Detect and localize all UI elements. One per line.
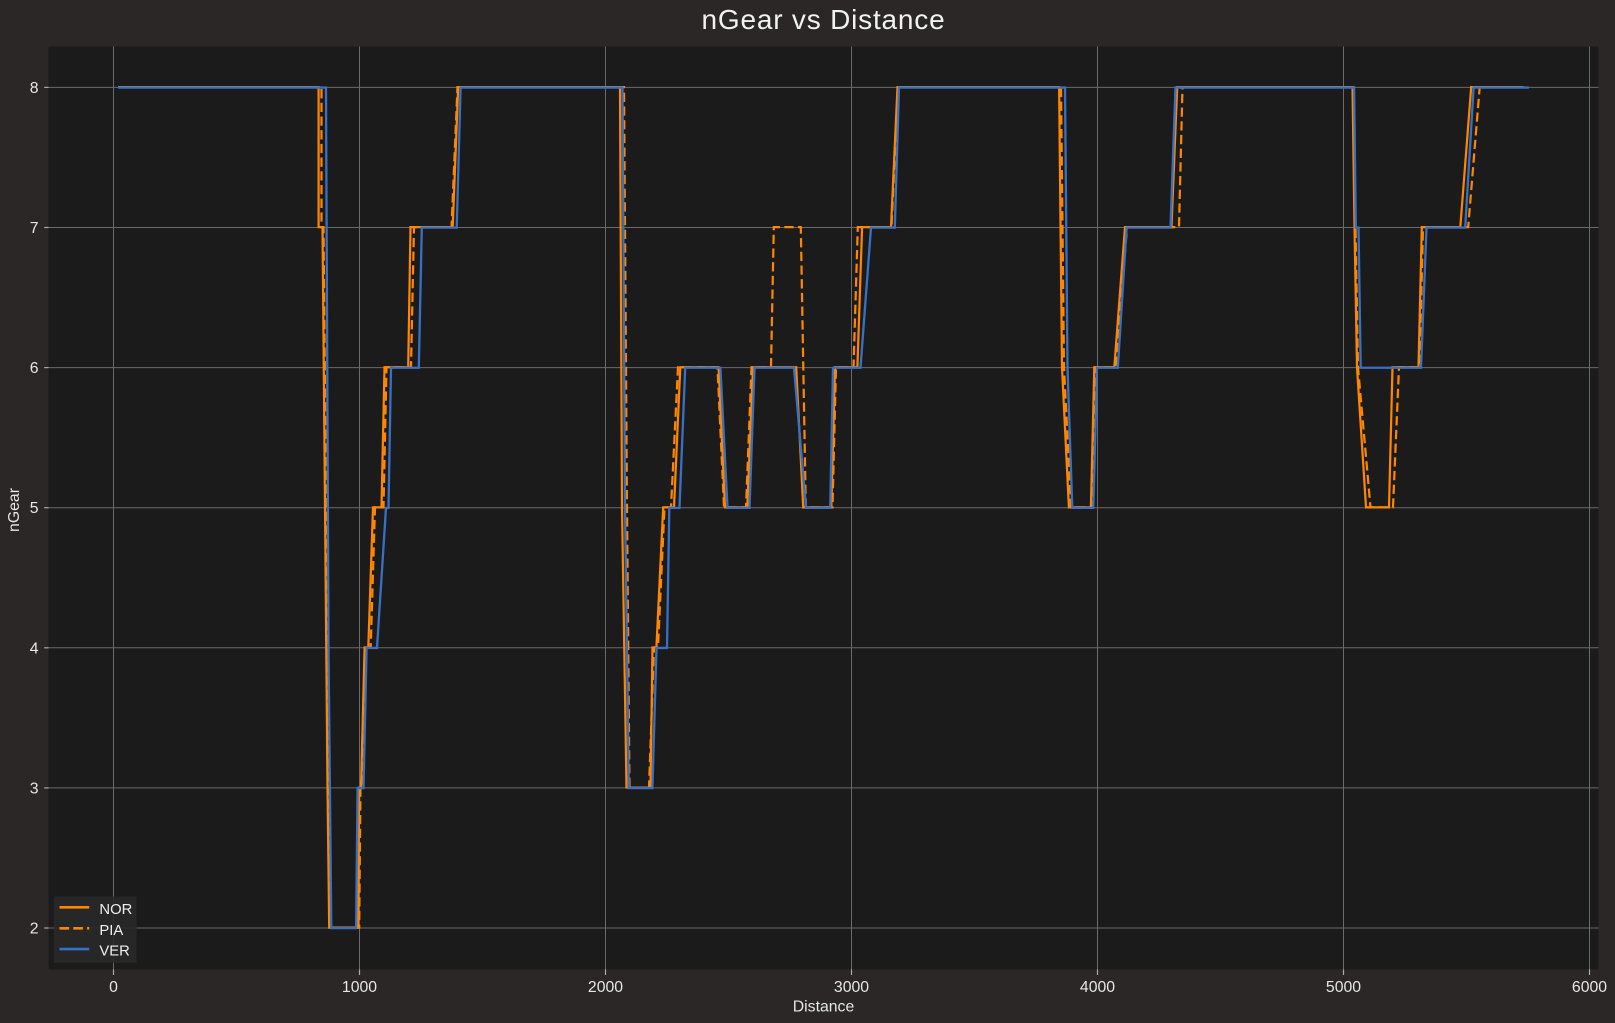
svg-text:NOR: NOR	[99, 902, 132, 918]
svg-text:8: 8	[30, 80, 39, 97]
svg-text:VER: VER	[99, 944, 129, 960]
svg-text:6000: 6000	[1572, 979, 1607, 996]
svg-text:4000: 4000	[1080, 979, 1115, 996]
svg-text:Distance: Distance	[793, 999, 855, 1016]
svg-text:7: 7	[30, 220, 39, 237]
svg-text:nGear: nGear	[6, 488, 23, 532]
svg-text:2: 2	[30, 921, 39, 938]
svg-text:6: 6	[30, 360, 39, 377]
svg-text:nGear vs Distance: nGear vs Distance	[702, 4, 946, 35]
svg-text:1000: 1000	[342, 979, 377, 996]
svg-text:3000: 3000	[834, 979, 869, 996]
svg-text:3: 3	[30, 780, 39, 797]
svg-text:4: 4	[30, 640, 39, 657]
svg-text:5: 5	[30, 500, 39, 517]
svg-text:0: 0	[109, 979, 118, 996]
svg-text:5000: 5000	[1326, 979, 1361, 996]
svg-text:2000: 2000	[588, 979, 623, 996]
svg-text:PIA: PIA	[99, 923, 123, 939]
